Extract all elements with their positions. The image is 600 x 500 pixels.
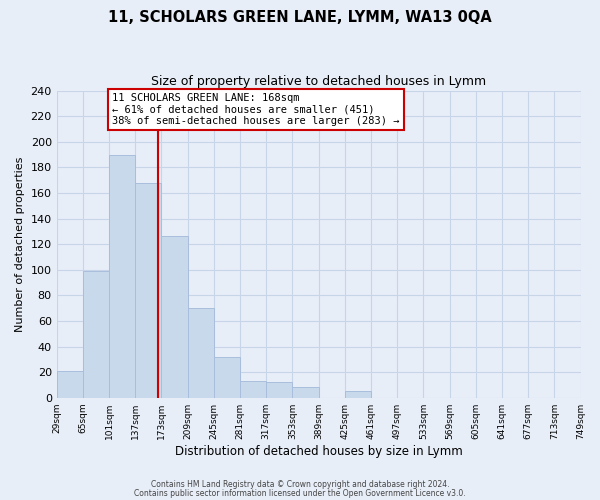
- Bar: [135, 182, 161, 398]
- Text: 11 SCHOLARS GREEN LANE: 168sqm
← 61% of detached houses are smaller (451)
38% of: 11 SCHOLARS GREEN LANE: 168sqm ← 61% of …: [112, 93, 400, 126]
- Text: 11, SCHOLARS GREEN LANE, LYMM, WA13 0QA: 11, SCHOLARS GREEN LANE, LYMM, WA13 0QA: [108, 10, 492, 25]
- Bar: [214, 357, 240, 398]
- Bar: [56, 371, 83, 398]
- Bar: [188, 308, 214, 398]
- Text: Contains public sector information licensed under the Open Government Licence v3: Contains public sector information licen…: [134, 488, 466, 498]
- Bar: [161, 236, 188, 398]
- Bar: [83, 271, 109, 398]
- Title: Size of property relative to detached houses in Lymm: Size of property relative to detached ho…: [151, 75, 486, 88]
- Bar: [292, 388, 319, 398]
- Bar: [345, 392, 371, 398]
- Y-axis label: Number of detached properties: Number of detached properties: [15, 156, 25, 332]
- X-axis label: Distribution of detached houses by size in Lymm: Distribution of detached houses by size …: [175, 444, 463, 458]
- Bar: [240, 381, 266, 398]
- Text: Contains HM Land Registry data © Crown copyright and database right 2024.: Contains HM Land Registry data © Crown c…: [151, 480, 449, 489]
- Bar: [266, 382, 292, 398]
- Bar: [109, 154, 135, 398]
